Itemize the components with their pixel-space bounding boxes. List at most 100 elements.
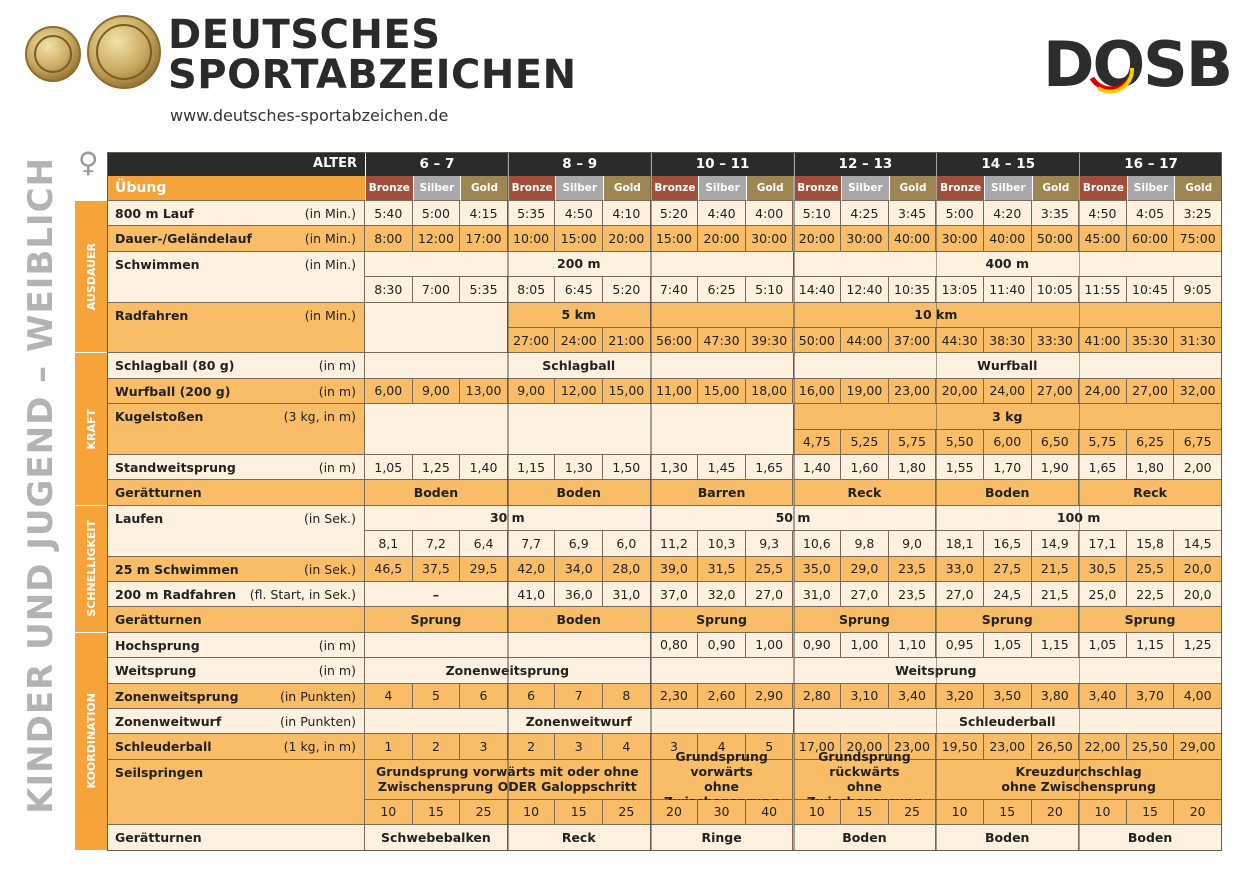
exercise-name: 800 m Lauf [115,206,194,221]
value-cell: 10,6 [793,531,842,557]
value-cell: 29,00 [1174,734,1222,760]
value-cell: 19,50 [936,734,984,760]
value-cell: 17:00 [460,226,508,252]
value-cell: 1,10 [888,632,937,659]
value-cell: 9:05 [1174,277,1222,303]
value-cell: 3 [650,734,699,760]
value-cell: 1,65 [1079,455,1127,481]
value-cell: 7:00 [412,277,461,303]
value-cell: Reck [507,825,651,851]
value-cell: 21:00 [603,328,651,354]
value-cell: 1,70 [983,455,1032,481]
value-cell: 10 [1079,799,1127,826]
section-label: AUSDAUER [84,243,98,311]
value-cell: 32,0 [698,582,746,608]
value-cell: Barren [650,480,794,506]
value-cell: 32,00 [1174,378,1222,405]
value-cell: 2,80 [793,683,842,709]
value-cell: 1,55 [936,455,984,481]
value-cell: 5:35 [507,201,556,227]
exercise-name: Schleuderball [115,739,212,755]
value-cell: 25 [603,799,651,826]
section-cell: SCHNELLIGKEIT [75,505,107,633]
exercise-cell: Schleuderball (1 kg, in m) [107,734,365,760]
value-cell: 20:00 [793,226,842,252]
value-cell: 6,75 [1174,429,1222,455]
value-cell: Boden [936,480,1080,506]
value-cell: 1,00 [745,632,794,659]
level-header: Bronze [507,176,556,201]
exercise-cell: Gerätturnen [107,480,365,506]
value-cell: 20:00 [603,226,651,252]
value-cell: Sprung [1079,607,1222,633]
value-cell: 3,20 [936,683,984,709]
value-cell: 1,30 [650,455,699,481]
exercise-name: 200 m Radfahren [115,587,237,602]
value-cell: 23,00 [888,734,937,760]
value-cell: 3,40 [888,683,937,709]
value-cell: 2,90 [745,683,794,709]
exercise-unit: (1 kg, in m) [283,739,356,755]
value-cell: 35:30 [1126,328,1175,354]
value-cell: 10:05 [1031,277,1080,303]
value-cell: 25,50 [1126,734,1175,760]
value-cell: 12:00 [412,226,461,252]
level-header: Gold [460,176,508,201]
value-cell: 75:00 [1174,226,1222,252]
value-cell: 0,90 [698,632,746,659]
value-cell: 24:00 [555,328,604,354]
title-line2: SPORTABZEICHEN [168,52,577,98]
value-cell: 10,3 [698,531,746,557]
value-cell: 6,0 [603,531,651,557]
value-cell: 5 [745,734,794,760]
value-cell: 15 [841,799,889,826]
value-cell: Boden [507,607,651,633]
value-cell: 18,00 [745,378,794,405]
exercise-name: Weitsprung [115,663,197,679]
exercise-name: Hochsprung [115,637,200,653]
value-cell: 2,00 [1174,455,1222,481]
value-cell: 4:00 [745,201,794,227]
value-cell: 6 [460,683,508,709]
value-cell: 27,0 [936,582,984,608]
url: www.deutsches-sportabzeichen.de [170,106,449,125]
level-header: Silber [412,176,461,201]
value-cell: 7,2 [412,531,461,557]
value-cell: 0,95 [936,632,984,659]
value-cell: 20 [1031,799,1080,826]
exercise-cell: Schlagball (80 g) (in m) [107,353,365,379]
value-cell: 38:30 [983,328,1032,354]
value-cell: 30 [698,799,746,826]
value-cell: 15 [1126,799,1175,826]
value-cell: 2,30 [650,683,699,709]
value-cell: 5,50 [936,429,984,455]
value-cell: – [365,582,508,608]
value-cell: 4,75 [793,429,842,455]
exercise-name: Radfahren [115,307,189,323]
exercise-name: Dauer-/Geländelauf [115,231,252,247]
value-cell: 31,5 [698,556,746,582]
value-cell: 23,5 [888,582,937,608]
value-cell: 1,05 [1079,632,1127,659]
level-header: Bronze [936,176,984,201]
value-cell: 37,5 [412,556,461,582]
value-cell: 8,1 [365,531,413,557]
logo-arcs [1089,67,1135,94]
value-cell: 20,0 [1174,582,1222,608]
value-cell: 25,5 [745,556,794,582]
group-separator [507,152,509,851]
medals [25,15,161,89]
value-cell: 27,5 [983,556,1032,582]
value-cell: 13,00 [460,378,508,405]
value-cell: 16,5 [983,531,1032,557]
value-cell: 3,40 [1079,683,1127,709]
section-label: SCHNELLIGKEIT [84,520,98,618]
value-cell: 17,00 [793,734,842,760]
value-cell: 44:00 [841,328,889,354]
exercise-unit: (fl. Start, in Sek.) [249,587,356,602]
value-cell: 5:10 [793,201,842,227]
value-cell: 1,45 [698,455,746,481]
value-cell: 41:00 [1079,328,1127,354]
value-cell: 15 [412,799,461,826]
